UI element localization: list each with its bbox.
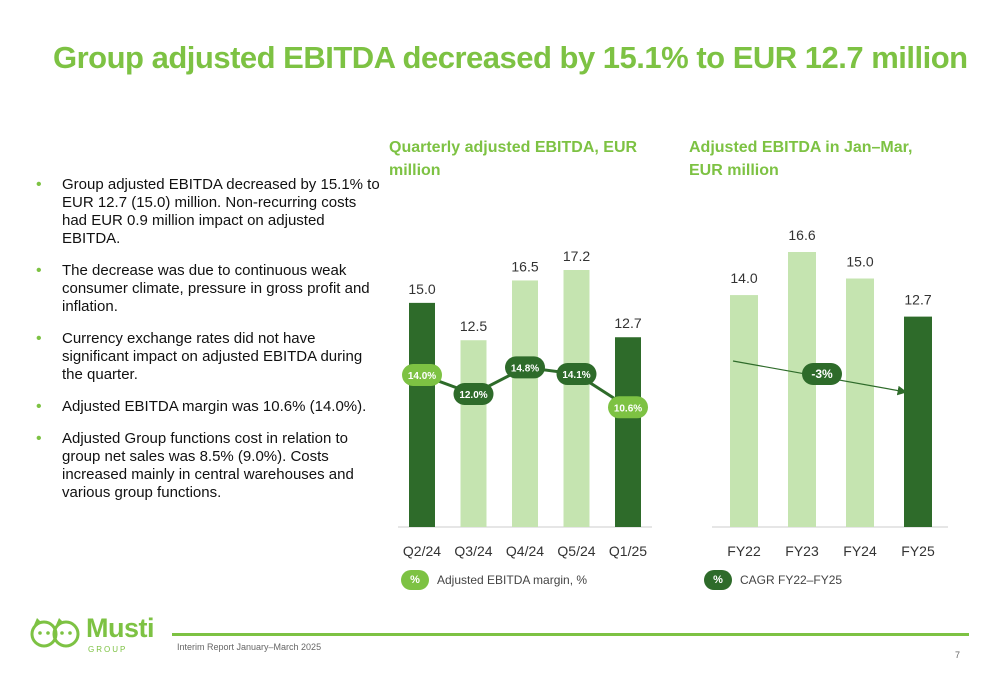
margin-marker-label: 14.1% — [562, 370, 590, 381]
quarterly-category-label: Q3/24 — [454, 543, 492, 559]
cagr-legend-label: CAGR FY22–FY25 — [740, 573, 843, 587]
annual-bar-value-label: 12.7 — [904, 292, 931, 308]
cagr-badge-label: -3% — [811, 367, 833, 381]
quarterly-chart-title: Quarterly adjusted EBITDA, EUR million — [389, 139, 638, 179]
annual-bar — [904, 316, 932, 527]
margin-marker — [608, 396, 648, 419]
bullet-item: Group adjusted EBITDA decreased by 15.1%… — [36, 176, 381, 248]
margin-marker — [556, 363, 597, 386]
logo-subtitle: GROUP — [88, 645, 128, 654]
quarterly-bar — [615, 337, 641, 527]
page-title: Group adjusted EBITDA decreased by 15.1%… — [53, 40, 968, 75]
margin-marker-label: 14.8% — [511, 363, 539, 374]
quarterly-bar-value-label: 16.5 — [511, 258, 538, 274]
bullet-item: The decrease was due to continuous weak … — [36, 262, 381, 316]
margin-marker-label: 10.6% — [614, 403, 642, 414]
bullet-list: Group adjusted EBITDA decreased by 15.1%… — [36, 176, 381, 516]
margin-marker — [453, 383, 494, 405]
page-number: 7 — [955, 650, 961, 660]
annual-category-label: FY25 — [901, 543, 935, 559]
margin-marker-label: 14.0% — [408, 371, 436, 382]
annual-bar — [788, 252, 816, 527]
cagr-legend: % CAGR FY22–FY25 — [704, 570, 842, 590]
footer-report-title: Interim Report January–March 2025 — [177, 642, 322, 652]
annual-bar-value-label: 15.0 — [846, 254, 873, 270]
annual-category-label: FY24 — [843, 543, 877, 559]
quarterly-bar — [460, 340, 487, 527]
margin-legend-label: Adjusted EBITDA margin, % — [437, 573, 588, 587]
margin-legend: % Adjusted EBITDA margin, % — [401, 570, 587, 590]
quarterly-bar — [409, 302, 435, 527]
bullet-item: Adjusted EBITDA margin was 10.6% (14.0%)… — [36, 398, 381, 416]
annual-bar-value-label: 14.0 — [730, 270, 757, 286]
logo-wordmark: Musti — [86, 613, 155, 643]
bullet-item: Adjusted Group functions cost in relatio… — [36, 430, 381, 502]
annual-category-label: FY23 — [785, 543, 819, 559]
annual-ebitda-chart: 14.0 FY22 16.6 FY23 15.0 FY24 12.7 FY25 -3% — [712, 227, 948, 559]
quarterly-category-label: Q4/24 — [506, 543, 544, 559]
quarterly-ebitda-chart: 15.0 Q2/24 12.5 Q3/24 16.5 Q4/24 17.2 Q5/24 12.7… — [398, 248, 652, 559]
quarterly-category-label: Q2/24 — [403, 543, 441, 559]
margin-marker — [402, 364, 442, 386]
annual-category-label: FY22 — [727, 543, 761, 559]
annual-chart-title: Adjusted EBITDA in Jan–Mar, EUR million — [689, 139, 913, 179]
quarterly-bar-value-label: 12.7 — [614, 315, 641, 331]
annual-bar-value-label: 16.6 — [788, 227, 815, 243]
annual-bar — [730, 295, 758, 527]
quarterly-bar-value-label: 15.0 — [408, 281, 435, 297]
quarterly-bar-value-label: 17.2 — [563, 248, 590, 264]
cagr-legend-symbol: % — [704, 570, 732, 590]
annual-bar — [846, 278, 874, 527]
musti-logo: Musti GROUP — [28, 613, 160, 656]
margin-legend-symbol: % — [401, 570, 429, 590]
quarterly-bar — [563, 270, 590, 527]
quarterly-bar-value-label: 12.5 — [460, 318, 487, 334]
footer-divider — [172, 633, 969, 636]
cagr-badge — [802, 363, 842, 385]
margin-marker-label: 12.0% — [459, 390, 487, 401]
quarterly-category-label: Q5/24 — [557, 543, 595, 559]
quarterly-category-label: Q1/25 — [609, 543, 647, 559]
quarterly-bar — [512, 280, 538, 527]
paw-logo-icon — [30, 618, 80, 648]
margin-marker — [505, 356, 545, 379]
bullet-item: Currency exchange rates did not have sig… — [36, 330, 381, 384]
